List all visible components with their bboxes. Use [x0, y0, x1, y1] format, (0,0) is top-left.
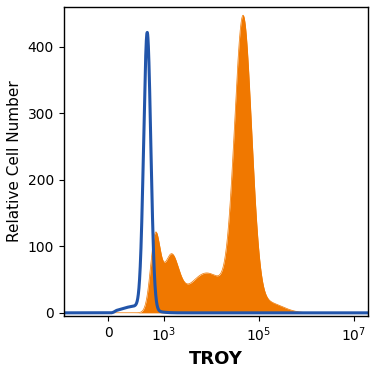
X-axis label: TROY: TROY — [189, 350, 243, 368]
Y-axis label: Relative Cell Number: Relative Cell Number — [7, 81, 22, 242]
